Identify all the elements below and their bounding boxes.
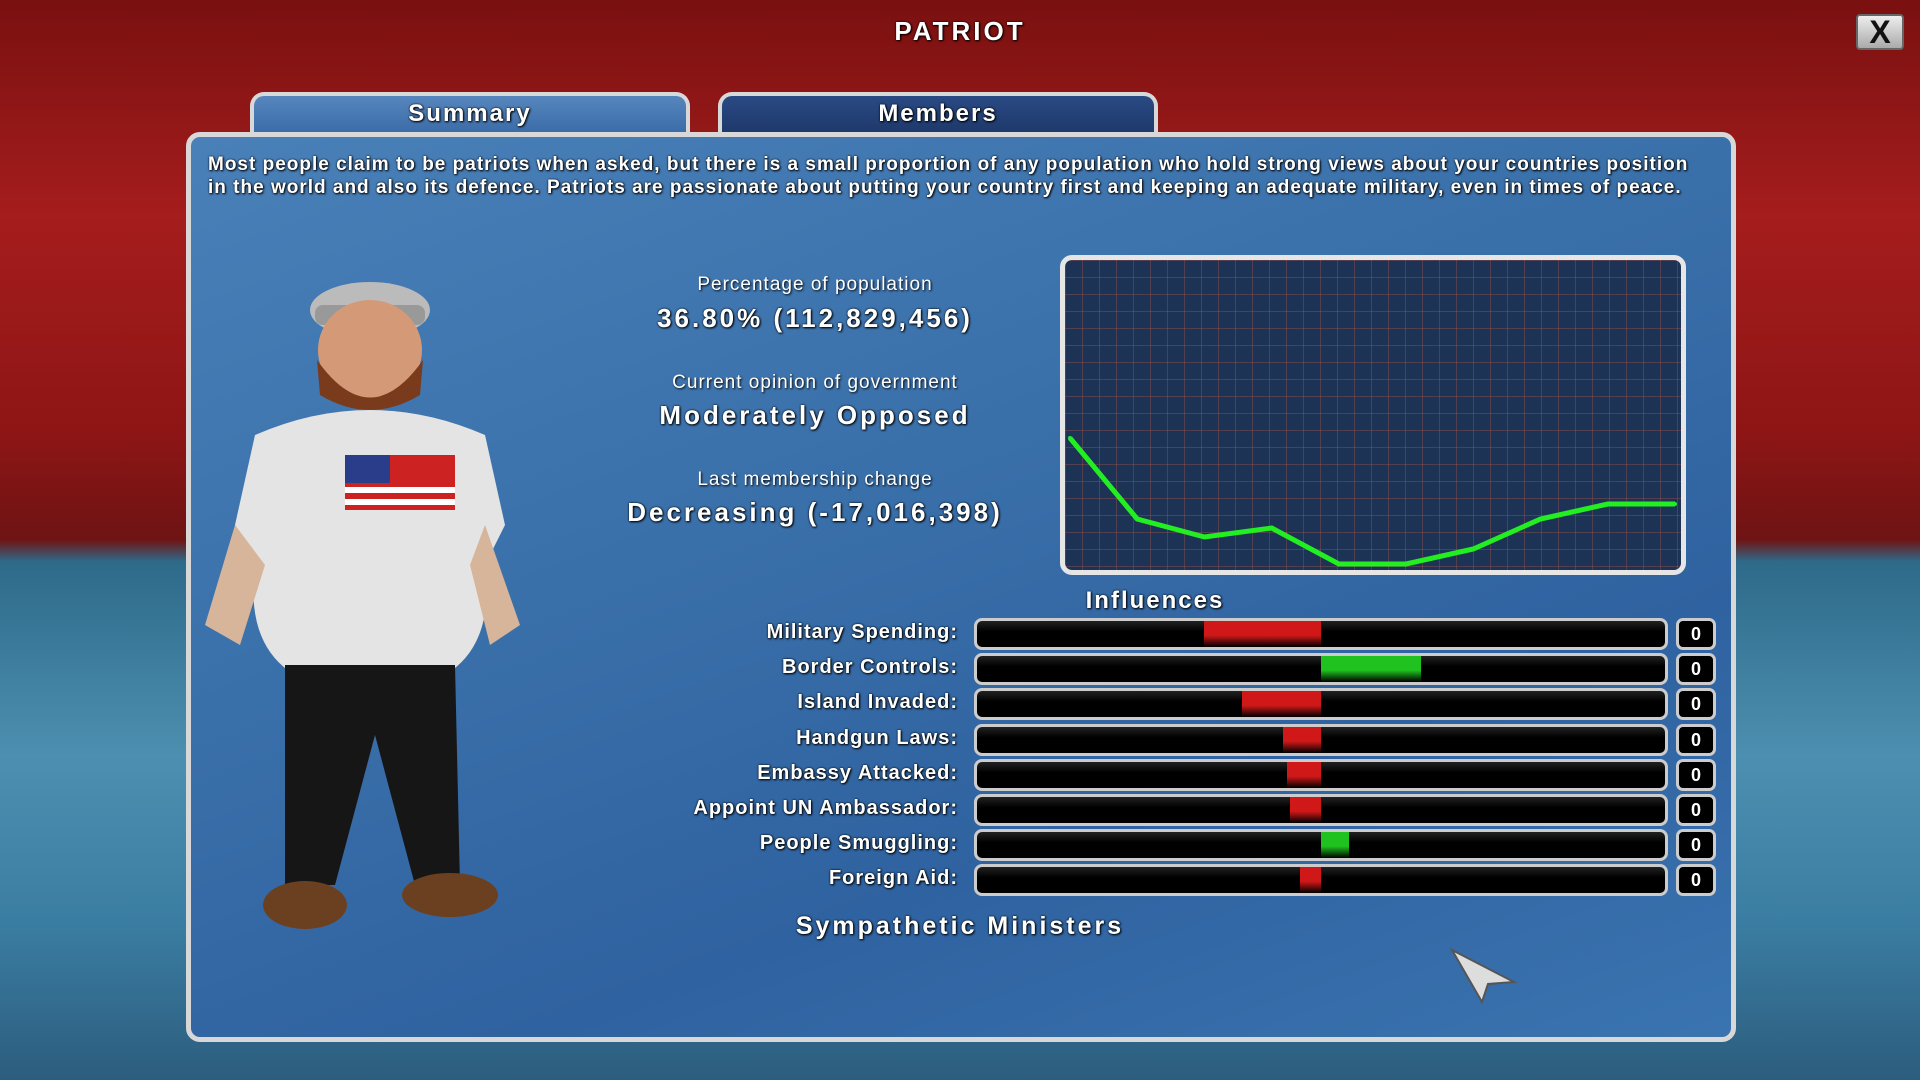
influence-bar-fill <box>1321 832 1349 859</box>
window-title: PATRIOT <box>894 16 1026 46</box>
influence-bar <box>974 829 1668 862</box>
influence-row: People Smuggling: 0 <box>600 829 1720 862</box>
membership-point <box>1673 502 1677 506</box>
influence-label: Embassy Attacked: <box>757 761 958 784</box>
influence-count: 0 <box>1676 653 1716 686</box>
influence-bar <box>974 794 1668 826</box>
influence-row: Foreign Aid: 0 <box>600 864 1720 897</box>
patriot-character-image <box>205 282 520 929</box>
sympathetic-ministers-title: Sympathetic Ministers <box>795 912 1125 940</box>
membership-point <box>1471 547 1476 551</box>
influence-row: Island Invaded: 0 <box>600 688 1720 721</box>
influence-count: 0 <box>1676 618 1716 650</box>
influence-count: 0 <box>1676 688 1716 721</box>
influence-bar-fill <box>1204 621 1321 647</box>
change-value: Decreasing (-17,016,398) <box>627 497 1003 527</box>
influence-row: Handgun Laws: 0 <box>600 723 1720 756</box>
membership-point <box>1068 436 1072 440</box>
influence-label: Military Spending: <box>766 621 958 643</box>
group-description: Most people claim to be patriots when as… <box>208 154 1689 198</box>
influence-bar-fill <box>1241 691 1321 718</box>
membership-point <box>1135 517 1140 521</box>
influence-bar-fill <box>1286 761 1321 788</box>
influence-count: 0 <box>1676 829 1716 862</box>
mouse-cursor-icon <box>1450 948 1518 1004</box>
influence-bar <box>974 618 1668 650</box>
influence-label: People Smuggling: <box>759 832 958 855</box>
population-label: Percentage of population <box>697 274 933 295</box>
membership-chart-plot <box>1068 436 1677 567</box>
opinion-value: Moderately Opposed <box>659 400 971 430</box>
influence-label: Handgun Laws: <box>796 726 958 749</box>
influence-label: Border Controls: <box>782 656 958 679</box>
influence-bar <box>974 723 1668 756</box>
influences-title: Influences <box>1085 587 1225 614</box>
membership-point <box>1605 502 1610 506</box>
influence-row: Border Controls: 0 <box>600 653 1720 686</box>
membership-point <box>1336 562 1341 566</box>
influence-count: 0 <box>1676 794 1716 826</box>
influence-bar-fill <box>1290 797 1321 823</box>
influence-label: Foreign Aid: <box>828 867 958 890</box>
influence-bar-fill <box>1283 726 1321 753</box>
membership-point <box>1269 526 1274 530</box>
tab-summary[interactable]: Summary <box>250 92 690 136</box>
population-value: 36.80% (112,829,456) <box>657 303 973 333</box>
influence-bar-fill <box>1300 867 1321 894</box>
membership-line <box>1068 436 1675 567</box>
opinion-label: Current opinion of government <box>672 372 958 393</box>
influence-label: Appoint UN Ambassador: <box>693 797 958 819</box>
membership-point <box>1404 562 1409 566</box>
influence-row: Embassy Attacked: 0 <box>600 758 1720 791</box>
membership-chart <box>1060 255 1686 575</box>
change-label: Last membership change <box>697 469 933 490</box>
influence-bar <box>974 653 1668 686</box>
influence-bar <box>974 864 1668 897</box>
tab-members[interactable]: Members <box>718 92 1158 136</box>
influence-label: Island Invaded: <box>797 691 958 714</box>
influence-count: 0 <box>1676 758 1716 791</box>
influence-row: Military Spending: 0 <box>600 618 1720 650</box>
influence-bar <box>974 688 1668 721</box>
influence-row: Appoint UN Ambassador: 0 <box>600 794 1720 826</box>
influence-count: 0 <box>1676 864 1716 897</box>
influence-bar-fill <box>1321 656 1421 683</box>
membership-point <box>1538 517 1543 521</box>
close-button[interactable]: X <box>1856 14 1904 50</box>
influence-bar <box>974 758 1668 791</box>
membership-point <box>1202 535 1207 539</box>
influence-count: 0 <box>1676 723 1716 756</box>
